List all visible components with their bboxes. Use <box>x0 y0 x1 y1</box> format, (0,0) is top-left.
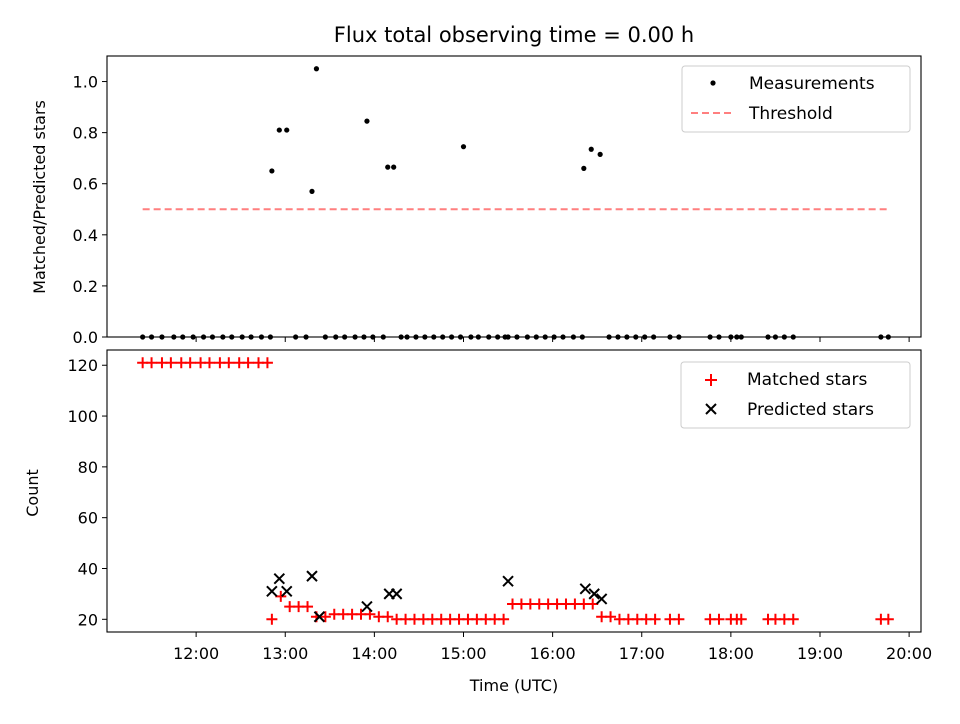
measurement-point <box>391 164 397 170</box>
legend-matched-label: Matched stars <box>747 370 867 390</box>
measurement-point <box>313 66 320 72</box>
bottom-y-tick-label: 20 <box>78 610 98 629</box>
legend-measurements-label: Measurements <box>749 74 875 94</box>
matched-star-point <box>261 357 273 369</box>
bottom-y-tick-label: 60 <box>78 509 98 528</box>
x-tick-label: 16:00 <box>530 644 576 663</box>
matched-star-point <box>275 590 287 602</box>
x-tick-label: 12:00 <box>173 644 219 663</box>
top-y-tick-label: 0.4 <box>73 226 98 245</box>
predicted-star-point <box>361 600 373 613</box>
x-tick-label: 15:00 <box>440 644 486 663</box>
top-y-tick-label: 0.0 <box>73 328 98 347</box>
matched-star-point <box>382 611 394 623</box>
matched-star-point <box>713 613 725 625</box>
x-tick-label: 18:00 <box>708 644 754 663</box>
x-axis-label: Time (UTC) <box>469 676 558 695</box>
measurement-point <box>309 188 315 194</box>
bottom-legend-box <box>680 361 911 429</box>
x-tick-label: 19:00 <box>797 644 843 663</box>
measurement-point <box>364 118 370 124</box>
measurement-point <box>276 127 282 133</box>
matched-star-point <box>319 611 331 623</box>
measurement-point <box>460 144 467 150</box>
matched-star-point <box>266 613 278 625</box>
predicted-star-point <box>281 585 293 598</box>
matched-star-point <box>498 613 510 625</box>
bottom-y-tick-label: 100 <box>67 407 98 426</box>
top-y-tick-label: 0.6 <box>73 175 98 194</box>
measurement-point <box>581 165 587 171</box>
legend-predicted-label: Predicted stars <box>747 400 874 420</box>
top-axes-frame <box>106 55 922 338</box>
legend-predicted-marker <box>705 403 717 415</box>
predicted-star-point <box>313 611 326 623</box>
measurement-point <box>588 146 594 152</box>
top-y-tick-label: 0.8 <box>73 124 98 143</box>
predicted-star-point <box>579 583 592 595</box>
top-y-axis-label: Matched/Predicted stars <box>30 100 49 294</box>
matched-star-point <box>605 611 617 623</box>
bottom-plot-area <box>137 357 894 625</box>
x-tick-label: 13:00 <box>262 644 308 663</box>
top-legend: Measurements Threshold <box>681 65 911 133</box>
matched-star-point <box>302 601 314 613</box>
predicted-star-point <box>502 575 514 587</box>
bottom-legend: Matched stars Predicted stars <box>680 361 911 429</box>
matched-star-point <box>165 357 177 369</box>
measurement-point <box>269 168 275 174</box>
predicted-star-point <box>306 570 318 582</box>
x-tick-label: 17:00 <box>619 644 665 663</box>
matched-star-point <box>203 357 215 369</box>
top-y-tick-label: 0.2 <box>73 277 98 296</box>
measurement-point <box>284 127 290 133</box>
top-legend-box <box>681 65 911 133</box>
bottom-y-tick-label: 80 <box>78 458 98 477</box>
predicted-star-point <box>266 585 278 598</box>
predicted-star-point <box>390 588 403 600</box>
matched-star-point <box>882 613 894 625</box>
matched-star-point <box>242 357 254 369</box>
bottom-axes-frame <box>106 349 922 633</box>
bottom-y-tick-label: 120 <box>67 356 98 375</box>
top-y-tick-label: 1.0 <box>73 73 98 92</box>
matched-star-point <box>146 357 158 369</box>
measurement-point <box>385 164 391 170</box>
measurement-point <box>597 151 603 157</box>
matched-star-point <box>673 613 685 625</box>
bottom-y-axis-label: Count <box>23 469 42 517</box>
matched-star-point <box>735 613 747 625</box>
matched-star-point <box>184 357 196 369</box>
matched-star-point <box>787 613 799 625</box>
predicted-star-point <box>595 593 608 605</box>
matched-star-point <box>649 613 661 625</box>
predicted-star-point <box>588 588 600 600</box>
bottom-y-tick-label: 40 <box>78 559 98 578</box>
legend-matched-marker <box>705 374 717 386</box>
matched-star-point <box>223 357 235 369</box>
predicted-star-point <box>273 572 286 585</box>
legend-threshold-label: Threshold <box>748 104 833 124</box>
x-tick-label: 20:00 <box>886 644 932 663</box>
legend-measurements-marker <box>710 80 716 86</box>
x-tick-label: 14:00 <box>351 644 397 663</box>
matched-star-point <box>587 598 599 610</box>
chart-title: Flux total observing time = 0.00 h <box>334 23 694 47</box>
